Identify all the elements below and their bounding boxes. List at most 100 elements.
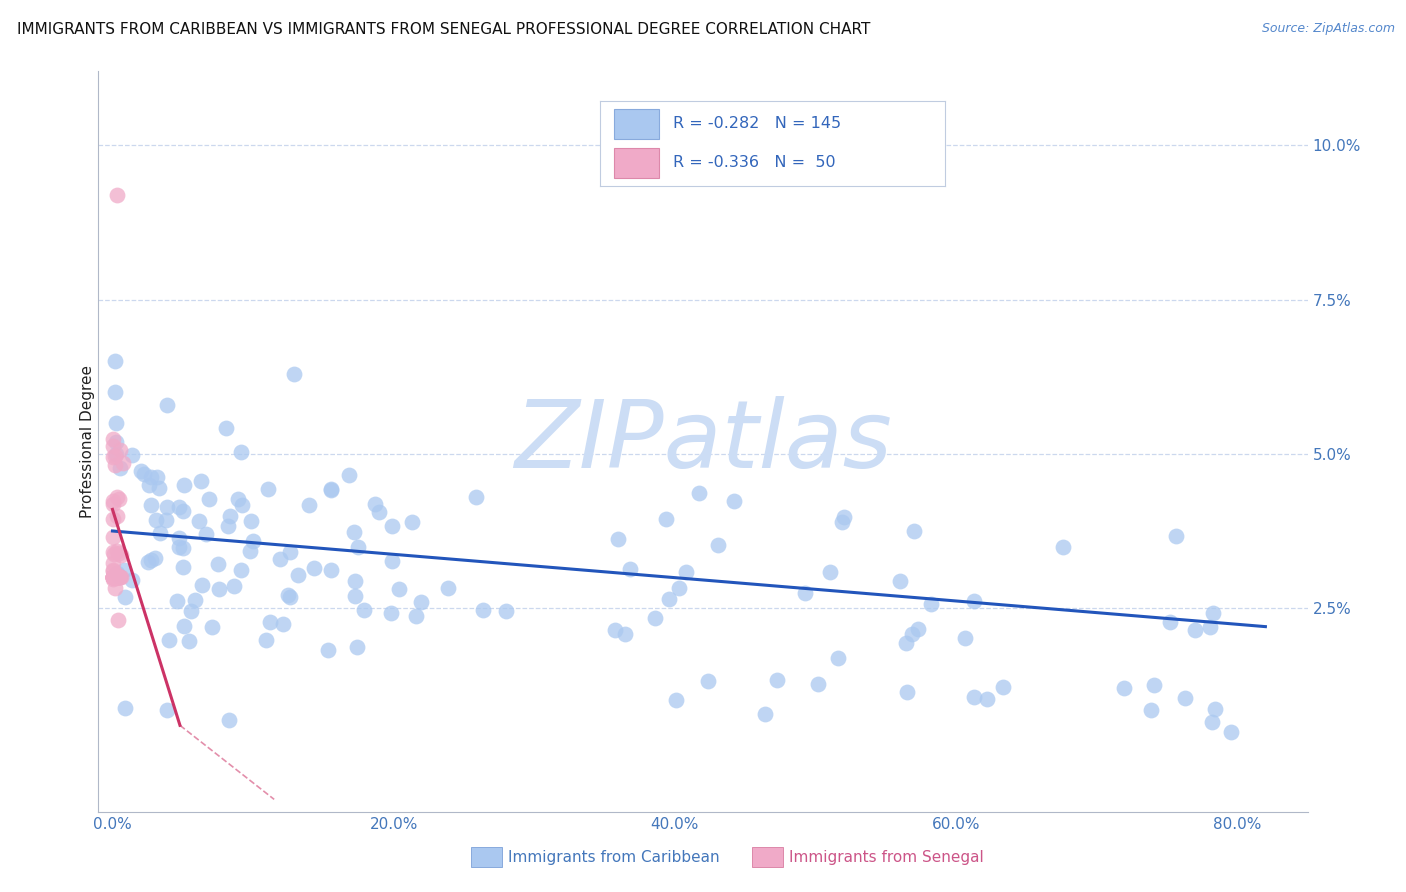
Point — [229, 444, 252, 458]
Point — [169, 531, 191, 545]
Point — [108, 570, 131, 584]
Point — [139, 499, 162, 513]
Point — [188, 514, 211, 528]
Point — [1164, 528, 1187, 542]
Point — [173, 478, 195, 492]
Point — [1201, 714, 1223, 729]
Point — [169, 541, 191, 555]
Point — [101, 570, 124, 584]
Point — [103, 570, 125, 584]
Point — [269, 552, 291, 566]
Point — [896, 684, 918, 698]
Point — [613, 627, 636, 641]
Point — [259, 615, 281, 630]
Point — [195, 526, 218, 541]
Point — [105, 447, 128, 461]
Point — [110, 570, 132, 584]
Point — [1201, 606, 1223, 620]
Point — [121, 574, 143, 588]
Point — [344, 589, 367, 603]
Point — [105, 570, 128, 584]
Point — [108, 443, 131, 458]
Point — [271, 616, 294, 631]
Point — [607, 533, 630, 547]
Point — [754, 707, 776, 722]
Point — [658, 592, 681, 607]
Point — [993, 680, 1015, 694]
Point — [437, 582, 460, 596]
Point — [472, 603, 495, 617]
Point — [231, 563, 253, 577]
Point — [347, 540, 370, 554]
Point — [139, 552, 162, 566]
Point — [104, 434, 127, 449]
Point — [1174, 691, 1197, 706]
Point — [723, 494, 745, 508]
Point — [283, 367, 305, 381]
Point — [278, 590, 301, 604]
Point — [101, 570, 124, 584]
Point — [207, 582, 229, 597]
Point — [381, 519, 404, 533]
Point — [337, 467, 360, 482]
Point — [655, 511, 678, 525]
Point — [108, 491, 131, 506]
Point — [148, 481, 170, 495]
Point — [976, 692, 998, 706]
Point — [231, 498, 253, 512]
Point — [155, 513, 177, 527]
Point — [381, 554, 404, 568]
Point — [198, 491, 221, 506]
Point — [101, 432, 124, 446]
Point — [1219, 724, 1241, 739]
Point — [107, 614, 129, 628]
Point — [697, 673, 720, 688]
Point — [668, 581, 690, 595]
Point — [688, 486, 710, 500]
Point — [239, 544, 262, 558]
Point — [298, 498, 321, 512]
Point — [706, 538, 728, 552]
Point — [145, 513, 167, 527]
Point — [675, 565, 697, 579]
Point — [110, 570, 132, 584]
Text: IMMIGRANTS FROM CARIBBEAN VS IMMIGRANTS FROM SENEGAL PROFESSIONAL DEGREE CORRELA: IMMIGRANTS FROM CARIBBEAN VS IMMIGRANTS … — [17, 22, 870, 37]
Point — [156, 703, 179, 717]
Point — [167, 500, 190, 514]
Point — [156, 398, 179, 412]
Text: ZIPatlas: ZIPatlas — [515, 396, 891, 487]
Point — [963, 690, 986, 704]
Point — [794, 586, 817, 600]
Point — [1143, 678, 1166, 692]
Point — [136, 555, 159, 569]
Point — [364, 497, 387, 511]
Point — [101, 450, 124, 464]
Point — [343, 574, 366, 588]
Text: Source: ZipAtlas.com: Source: ZipAtlas.com — [1261, 22, 1395, 36]
Point — [104, 385, 127, 400]
Point — [101, 570, 124, 584]
Point — [190, 474, 212, 488]
Point — [101, 565, 124, 579]
Point — [217, 519, 239, 533]
Point — [319, 564, 342, 578]
Point — [172, 504, 194, 518]
Point — [101, 556, 124, 570]
Point — [146, 470, 169, 484]
Point — [105, 570, 128, 584]
Point — [207, 557, 229, 571]
Point — [215, 421, 238, 435]
Point — [103, 494, 125, 508]
Point — [907, 622, 929, 636]
Point — [889, 574, 911, 588]
Point — [105, 491, 128, 505]
Point — [665, 692, 688, 706]
Point — [201, 620, 224, 634]
Point — [256, 483, 278, 497]
Point — [380, 606, 402, 620]
Point — [388, 582, 411, 596]
Point — [108, 461, 131, 475]
Point — [101, 497, 124, 511]
Point — [138, 478, 160, 492]
Point — [110, 549, 132, 563]
